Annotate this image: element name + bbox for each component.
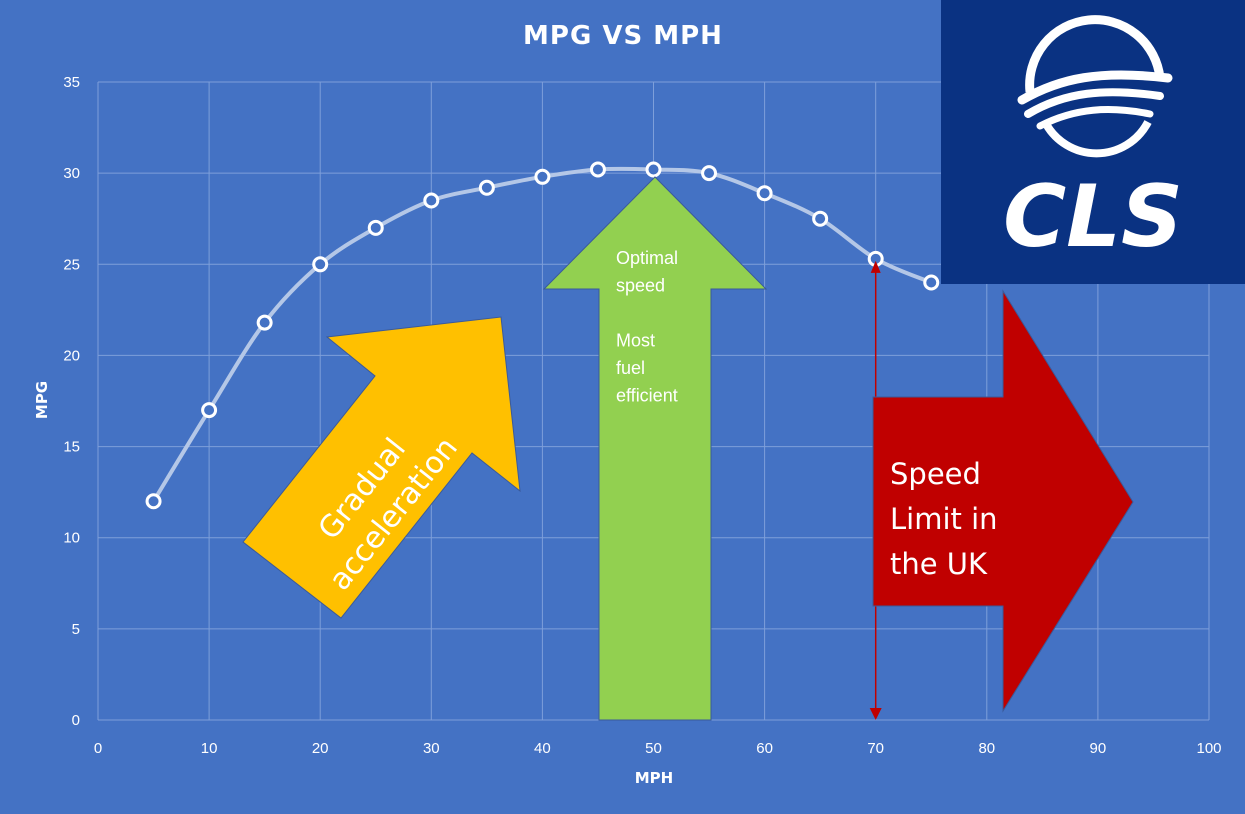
y-tick-label: 10	[63, 530, 80, 547]
optimal-speed-line: Most	[616, 331, 655, 351]
x-tick-label: 0	[94, 740, 102, 757]
x-tick-label: 50	[645, 740, 662, 757]
data-point	[312, 256, 329, 273]
data-point	[534, 168, 551, 185]
speed-limit-line-text: Limit in	[890, 502, 998, 536]
data-point	[367, 219, 384, 236]
data-point	[812, 210, 829, 227]
data-point	[645, 161, 662, 178]
y-tick-label: 15	[63, 439, 80, 456]
speed-limit-arrow: Speed Limit in the UK	[872, 289, 1134, 713]
optimal-speed-label: Optimal speed Most fuel efficient	[616, 248, 678, 406]
x-tick-label: 100	[1196, 740, 1221, 757]
y-tick-label: 20	[63, 347, 80, 364]
data-point	[423, 192, 440, 209]
x-tick-label: 40	[534, 740, 551, 757]
x-tick-label: 90	[1090, 740, 1107, 757]
y-tick-label: 35	[63, 74, 80, 91]
x-tick-label: 60	[756, 740, 773, 757]
red-arrow-shape	[872, 289, 1134, 713]
optimal-speed-line: speed	[616, 276, 665, 296]
x-tick-label: 20	[312, 740, 329, 757]
y-tick-label: 0	[72, 712, 80, 729]
y-tick-label: 5	[72, 621, 80, 638]
data-point	[145, 493, 162, 510]
logo-background	[941, 0, 1245, 284]
y-axis-label: MPG	[33, 381, 51, 419]
optimal-speed-arrow: Optimal speed Most fuel efficient	[542, 176, 768, 721]
speed-limit-line-arrowhead-top	[870, 260, 881, 273]
data-point	[589, 161, 606, 178]
data-point	[256, 314, 273, 331]
data-point	[923, 274, 940, 291]
y-tick-label: 25	[63, 256, 80, 273]
gradual-acceleration-arrow: Gradualacceleration	[242, 316, 521, 619]
y-tick-labels: 0 5 10 15 20 25 30 35	[63, 74, 80, 729]
x-tick-label: 30	[423, 740, 440, 757]
data-point	[701, 165, 718, 182]
speed-limit-line-text: the UK	[890, 547, 988, 581]
logo-text: CLS	[1003, 167, 1183, 267]
x-axis-label: MPH	[635, 769, 673, 787]
speed-limit-line-text: Speed	[890, 457, 981, 491]
speed-limit-label: Speed Limit in the UK	[890, 457, 998, 581]
data-point	[478, 179, 495, 196]
waves-emblem	[1017, 15, 1173, 158]
yellow-arrow-shape	[242, 316, 521, 619]
cls-logo: CLS	[941, 0, 1245, 284]
data-point	[201, 402, 218, 419]
chart-title: MPG VS MPH	[523, 21, 723, 51]
speed-limit-line-arrowhead-bottom	[869, 708, 882, 720]
green-arrow-shape	[542, 176, 768, 721]
x-tick-label: 80	[978, 740, 995, 757]
optimal-speed-line: fuel	[616, 358, 645, 378]
x-tick-labels: 0 10 20 30 40 50 60 70 80 90 100	[94, 740, 1222, 757]
x-tick-label: 10	[201, 740, 218, 757]
optimal-speed-line: efficient	[616, 386, 678, 406]
series-mpg	[145, 161, 940, 510]
data-point	[756, 185, 773, 202]
optimal-speed-line: Optimal	[616, 248, 678, 268]
y-tick-label: 30	[63, 165, 80, 182]
x-tick-label: 70	[867, 740, 884, 757]
